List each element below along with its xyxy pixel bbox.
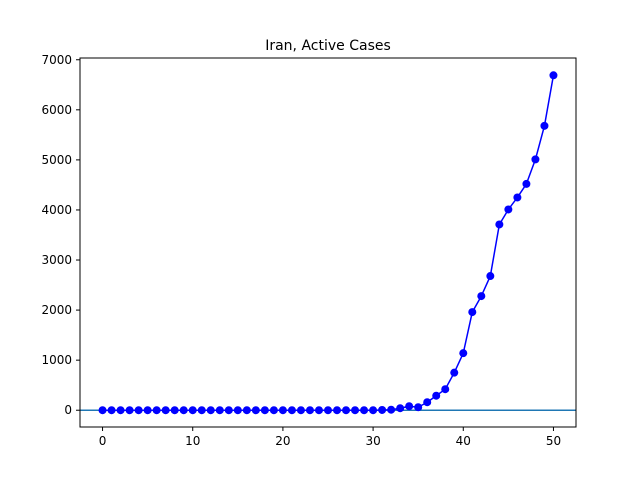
x-tick-label: 10 xyxy=(185,434,200,448)
data-point xyxy=(161,406,170,415)
data-point xyxy=(441,385,450,394)
data-point xyxy=(152,406,161,415)
data-point xyxy=(495,220,504,229)
data-point xyxy=(414,403,423,412)
data-point xyxy=(333,406,342,415)
x-tick-label: 40 xyxy=(456,434,471,448)
axes-frame xyxy=(79,57,577,428)
data-point xyxy=(522,179,531,188)
data-point xyxy=(396,404,405,413)
data-point xyxy=(459,349,468,358)
plot-area: 0 10 20 30 40 50 0 1000 2000 3000 4000 5000 6000 7000 xyxy=(41,53,577,448)
data-point xyxy=(477,292,486,301)
y-tick-label: 5000 xyxy=(41,153,72,167)
data-point xyxy=(324,406,332,415)
data-point xyxy=(206,406,215,415)
data-point xyxy=(197,406,206,415)
data-point xyxy=(369,406,378,415)
data-point xyxy=(278,406,287,415)
y-tick-label: 6000 xyxy=(41,103,72,117)
data-point xyxy=(486,272,495,281)
data-point xyxy=(269,406,278,415)
y-tick-label: 1000 xyxy=(41,353,72,367)
data-point xyxy=(504,205,513,214)
y-tick-label: 7000 xyxy=(41,53,72,67)
x-tick-label: 50 xyxy=(546,434,561,448)
data-point xyxy=(242,406,251,415)
data-point xyxy=(179,406,188,415)
data-point xyxy=(549,71,558,80)
data-point xyxy=(450,368,459,377)
data-point xyxy=(224,406,233,415)
data-point xyxy=(260,406,269,415)
data-point xyxy=(125,406,134,415)
data-point xyxy=(287,406,296,415)
data-point xyxy=(98,406,107,415)
data-point xyxy=(188,406,197,415)
chart-title: Iran, Active Cases xyxy=(265,38,391,54)
x-tick-label: 30 xyxy=(365,434,380,448)
data-point xyxy=(116,406,125,415)
data-point xyxy=(531,155,540,164)
data-point xyxy=(296,406,305,415)
data-point xyxy=(387,405,396,414)
y-tick-label: 2000 xyxy=(41,303,72,317)
x-tick-label: 20 xyxy=(275,434,290,448)
data-point xyxy=(251,406,260,415)
data-point xyxy=(423,398,432,407)
data-point xyxy=(405,402,414,411)
data-point xyxy=(143,406,152,415)
data-point xyxy=(314,406,323,415)
data-point xyxy=(540,121,549,130)
data-point xyxy=(342,406,351,415)
data-point xyxy=(432,391,441,400)
data-point xyxy=(107,406,116,415)
y-tick-label: 3000 xyxy=(41,253,72,267)
x-tick-label: 0 xyxy=(99,434,107,448)
y-tick-label: 4000 xyxy=(41,203,72,217)
data-point xyxy=(468,308,477,317)
data-point xyxy=(360,406,369,415)
data-point xyxy=(134,406,143,415)
data-point xyxy=(513,193,522,202)
data-point xyxy=(170,406,179,415)
data-point xyxy=(233,406,242,415)
data-point xyxy=(378,405,387,414)
data-point xyxy=(305,406,314,415)
data-point xyxy=(351,406,360,415)
y-tick-label: 0 xyxy=(64,403,72,417)
data-point xyxy=(215,406,224,415)
